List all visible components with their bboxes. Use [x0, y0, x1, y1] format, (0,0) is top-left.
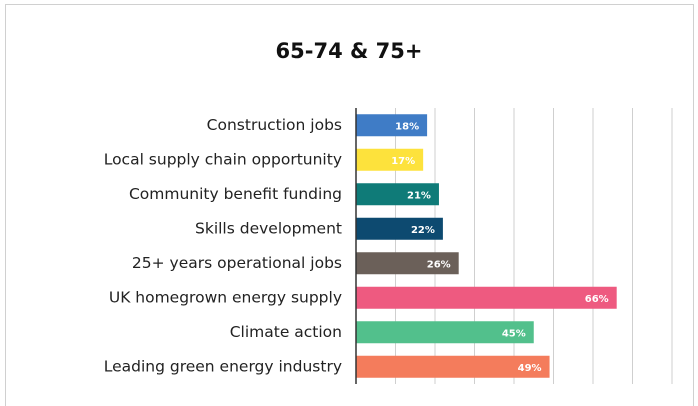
value-label: 49% [518, 363, 542, 374]
value-label: 21% [407, 190, 431, 201]
bar [356, 114, 428, 137]
bar [356, 252, 459, 275]
bar [356, 148, 424, 171]
category-label: Leading green energy industry [104, 357, 342, 375]
value-label: 18% [395, 121, 419, 132]
bar [356, 321, 534, 344]
bar [356, 355, 550, 378]
bar [356, 183, 439, 206]
card [5, 4, 694, 406]
category-label: Local supply chain opportunity [104, 150, 342, 168]
value-label: 26% [427, 259, 451, 270]
category-label: Skills development [195, 219, 342, 237]
bar [356, 286, 617, 309]
category-label: Climate action [230, 323, 342, 341]
chart-title: 65-74 & 75+ [276, 39, 423, 63]
category-label: 25+ years operational jobs [132, 254, 342, 272]
value-label: 22% [411, 225, 435, 236]
bar [356, 217, 443, 240]
value-label: 66% [585, 294, 609, 305]
category-label: Construction jobs [207, 116, 342, 134]
category-label: Community benefit funding [129, 185, 342, 203]
value-label: 17% [391, 156, 415, 167]
category-label: UK homegrown energy supply [109, 288, 342, 306]
value-label: 45% [502, 328, 526, 339]
